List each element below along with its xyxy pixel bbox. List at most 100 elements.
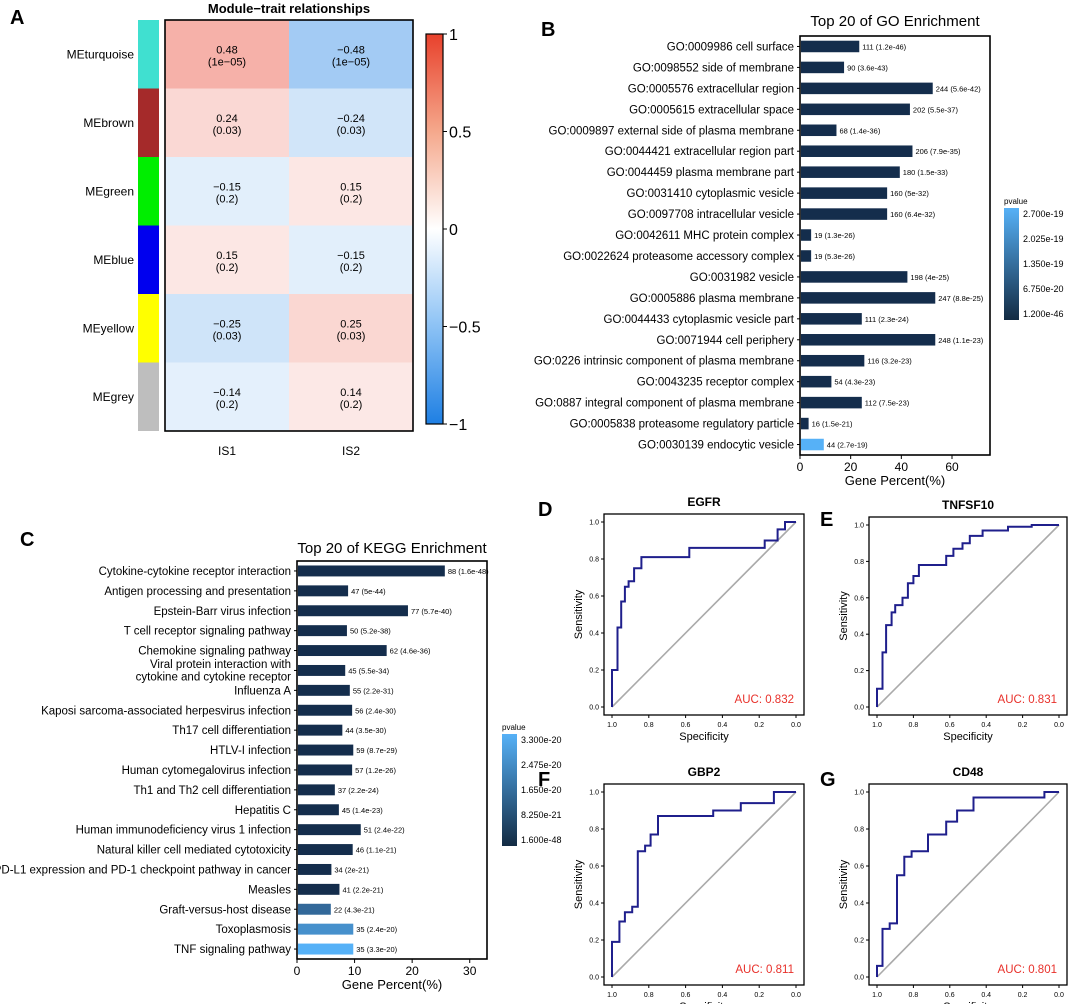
roc-diagonal — [876, 524, 1060, 708]
category-label: Human immunodeficiency virus 1 infection — [76, 825, 291, 837]
category-label: GO:0022624 proteasome accessory complex — [563, 251, 794, 263]
roc-x-tick-label: 0.2 — [754, 992, 764, 999]
bar-label: 47 (5e-44) — [351, 587, 386, 596]
bar — [298, 585, 349, 597]
x-tick-label: 20 — [844, 460, 858, 474]
x-axis-title: Gene Percent(%) — [342, 977, 442, 992]
category-label: PD-L1 expression and PD-1 checkpoint pat… — [0, 864, 291, 876]
cell-correlation: 0.15 — [340, 181, 361, 193]
legend-tick-label: 1.600e-48 — [521, 835, 562, 845]
roc-curve — [876, 791, 1059, 977]
category-label: GO:0030139 endocytic vesicle — [638, 440, 794, 452]
roc-y-tick-label: 0.2 — [589, 938, 599, 945]
roc-x-axis-title: Specificity — [943, 1001, 993, 1004]
roc-y-tick-label: 1.0 — [589, 520, 599, 527]
auc-label: AUC: 0.831 — [998, 694, 1057, 706]
bar — [298, 684, 350, 696]
module-label: MEbrown — [83, 116, 134, 130]
heatmap-colorbar — [425, 33, 444, 425]
roc-panel-gbp2: GBP2 1.0 0.8 0.6 0.4 0.2 0.0 0.0 0.2 0.4 0.6 0.8 1.0… — [573, 765, 805, 1004]
bar — [298, 764, 353, 776]
bar-label: 41 (2.2e-21) — [342, 885, 383, 894]
panel-label-f: F — [538, 769, 550, 791]
panel-label-b: B — [541, 19, 555, 41]
cell-correlation: 0.25 — [340, 318, 361, 330]
roc-title: EGFR — [687, 495, 721, 509]
bar-label: 19 (5.3e-26) — [814, 252, 855, 261]
bar — [298, 844, 353, 856]
bar — [801, 124, 837, 137]
bar-label: 19 (1.3e-26) — [814, 231, 855, 240]
category-label: Kaposi sarcoma-associated herpesvirus in… — [41, 705, 291, 717]
bar — [298, 863, 332, 875]
roc-title: GBP2 — [688, 765, 721, 779]
category-label: GO:0098552 side of membrane — [633, 62, 794, 74]
cell-correlation: −0.15 — [337, 250, 365, 262]
category-label: Influenza A — [234, 685, 291, 697]
category-label: GO:0044433 cytoplasmic vesicle part — [604, 314, 795, 326]
bar — [801, 271, 908, 283]
roc-y-tick-label: 0.8 — [589, 827, 599, 834]
bar-label: 44 (3.5e-30) — [345, 726, 386, 735]
roc-diagonal — [611, 521, 797, 708]
roc-y-tick-label: 0.0 — [854, 705, 864, 712]
bar-label: 116 (3.2e-23) — [867, 357, 912, 366]
colorbar-tick-label: −0.5 — [449, 320, 481, 337]
colorbar-tick-label: 0 — [449, 222, 458, 239]
category-label: Human cytomegalovirus infection — [122, 765, 291, 777]
category-label: Toxoplasmosis — [216, 924, 292, 936]
roc-x-tick-label: 1.0 — [607, 992, 617, 999]
roc-y-tick-label: 0.0 — [589, 705, 599, 712]
roc-y-axis-title: Sensitivity — [838, 591, 850, 641]
roc-y-axis-title: Sensitivity — [838, 859, 850, 909]
bar-label: 77 (5.7e-40) — [411, 607, 452, 616]
legend-tick-label: 2.025e-19 — [1023, 234, 1064, 244]
bar-label: 45 (5.5e-34) — [348, 666, 389, 675]
category-label: GO:0005615 extracellular space — [629, 104, 794, 116]
bar — [298, 704, 353, 716]
legend-tick-label: 3.300e-20 — [521, 735, 562, 745]
bar — [298, 605, 408, 617]
bar-label: 202 (5.5e-37) — [913, 105, 959, 114]
roc-x-tick-label: 0.6 — [945, 992, 955, 999]
roc-frame — [603, 783, 805, 986]
bar — [801, 145, 913, 157]
bar-label: 244 (5.6e-42) — [936, 84, 982, 93]
module-label: MEturquoise — [67, 47, 135, 61]
roc-y-tick-label: 0.2 — [854, 938, 864, 945]
cell-pvalue: (0.2) — [216, 193, 239, 205]
legend-title: pvalue — [1004, 197, 1028, 206]
roc-x-tick-label: 0.8 — [909, 992, 919, 999]
bar — [298, 565, 445, 577]
roc-title: TNFSF10 — [942, 498, 994, 512]
module-label: MEyellow — [83, 321, 135, 335]
panel-label-a: A — [10, 7, 24, 29]
roc-x-tick-label: 0.0 — [1054, 722, 1064, 729]
category-label: Natural killer cell mediated cytotoxicit… — [97, 845, 292, 857]
cell-correlation: 0.24 — [216, 113, 237, 125]
bar — [801, 250, 812, 262]
cell-pvalue: (0.03) — [213, 330, 242, 342]
legend-tick-label: 1.350e-19 — [1023, 259, 1064, 269]
cell-correlation: −0.14 — [213, 387, 241, 399]
bar-label: 59 (8.7e-29) — [356, 746, 397, 755]
trait-label: IS2 — [342, 444, 360, 458]
roc-x-tick-label: 0.8 — [644, 992, 654, 999]
bar — [298, 625, 347, 637]
bar-label: 57 (1.2e-26) — [355, 766, 396, 775]
pvalue-colorbar — [502, 734, 517, 846]
roc-y-tick-label: 0.2 — [589, 668, 599, 675]
bar-label: 62 (4.6e-36) — [390, 647, 431, 656]
bar-label: 46 (1.1e-21) — [356, 846, 397, 855]
roc-y-tick-label: 0.4 — [854, 632, 864, 639]
heatmap-cell — [289, 362, 413, 431]
roc-x-tick-label: 0.6 — [945, 722, 955, 729]
module-color-swatch — [138, 294, 159, 363]
roc-x-tick-label: 0.4 — [981, 722, 991, 729]
bar — [801, 229, 812, 241]
bar-label: 248 (1.1e-23) — [938, 336, 984, 345]
bar-label: 198 (4e-25) — [910, 273, 949, 282]
roc-y-tick-label: 0.6 — [589, 864, 599, 871]
roc-y-axis-title: Sensitivity — [573, 589, 585, 639]
roc-x-tick-label: 0.4 — [981, 992, 991, 999]
